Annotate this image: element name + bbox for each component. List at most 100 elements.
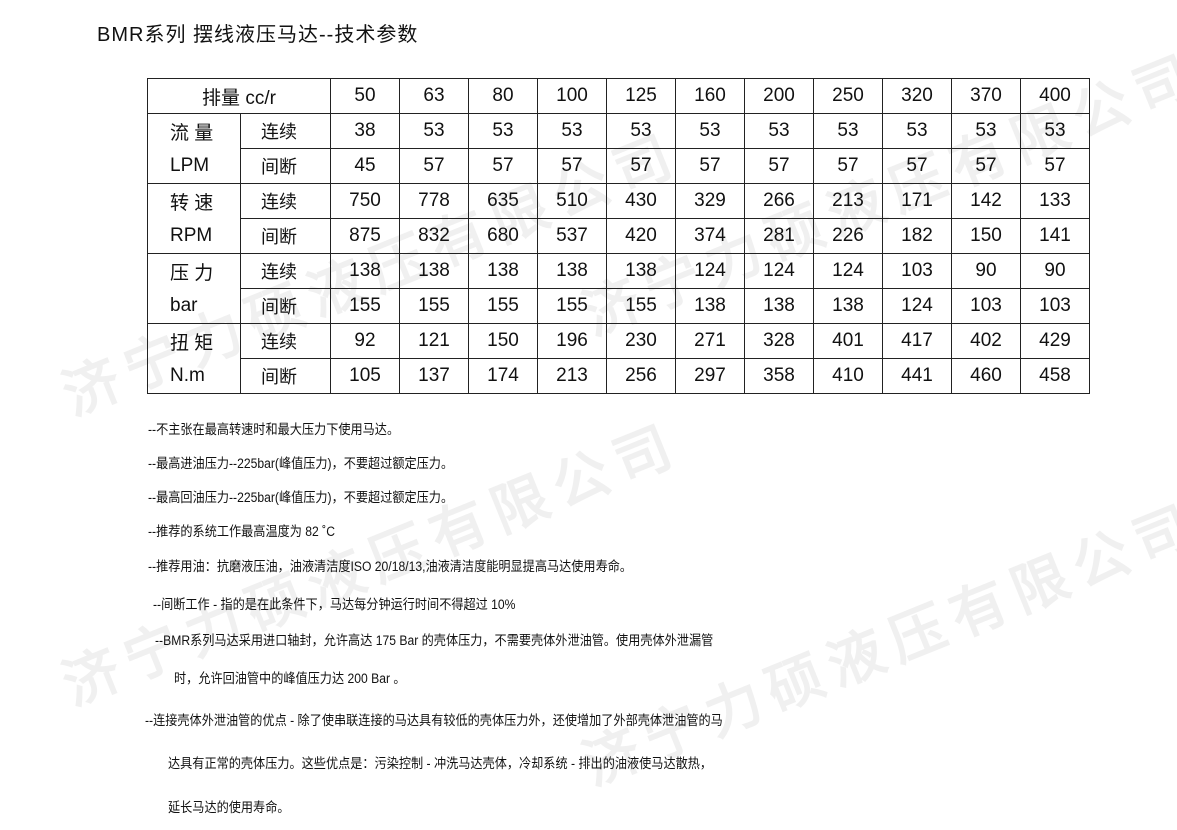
- note-line: --BMR系列马达采用进口轴封，允许高达 175 Bar 的壳体压力，不需要壳体…: [155, 633, 714, 648]
- value-cell: 57: [537, 148, 607, 184]
- group-name: 转 速: [147, 183, 241, 219]
- displacement-cell: 250: [813, 78, 883, 114]
- value-cell: 196: [537, 323, 607, 359]
- value-cell: 155: [468, 288, 538, 324]
- value-cell: 121: [399, 323, 469, 359]
- displacement-cell: 320: [882, 78, 952, 114]
- note-line: 时，允许回油管中的峰值压力达 200 Bar 。: [174, 671, 406, 686]
- value-cell: 53: [1020, 113, 1090, 149]
- value-cell: 53: [675, 113, 745, 149]
- value-cell: 182: [882, 218, 952, 254]
- value-cell: 402: [951, 323, 1021, 359]
- value-cell: 124: [744, 253, 814, 289]
- value-cell: 138: [537, 253, 607, 289]
- value-cell: 53: [744, 113, 814, 149]
- value-cell: 124: [813, 253, 883, 289]
- value-cell: 429: [1020, 323, 1090, 359]
- value-cell: 680: [468, 218, 538, 254]
- value-cell: 142: [951, 183, 1021, 219]
- value-cell: 53: [399, 113, 469, 149]
- value-cell: 417: [882, 323, 952, 359]
- value-cell: 57: [606, 148, 676, 184]
- displacement-cell: 160: [675, 78, 745, 114]
- value-cell: 124: [882, 288, 952, 324]
- value-cell: 297: [675, 358, 745, 394]
- value-cell: 358: [744, 358, 814, 394]
- value-cell: 150: [468, 323, 538, 359]
- note-line: 达具有正常的壳体压力。这些优点是：污染控制 - 冲洗马达壳体，冷却系统 - 排出…: [168, 756, 713, 771]
- value-cell: 53: [951, 113, 1021, 149]
- group-unit: LPM: [147, 148, 241, 184]
- value-cell: 155: [537, 288, 607, 324]
- value-cell: 133: [1020, 183, 1090, 219]
- table-row: RPM 间断 875 832 680 537 420 374 281 226 182 150 141: [147, 218, 1090, 254]
- value-cell: 138: [675, 288, 745, 324]
- mode-label: 间断: [240, 358, 331, 394]
- value-cell: 137: [399, 358, 469, 394]
- value-cell: 271: [675, 323, 745, 359]
- group-name: 压 力: [147, 253, 241, 289]
- value-cell: 57: [1020, 148, 1090, 184]
- value-cell: 430: [606, 183, 676, 219]
- value-cell: 138: [468, 253, 538, 289]
- value-cell: 458: [1020, 358, 1090, 394]
- displacement-cell: 370: [951, 78, 1021, 114]
- group-name: 扭 矩: [147, 323, 241, 359]
- value-cell: 57: [951, 148, 1021, 184]
- value-cell: 138: [744, 288, 814, 324]
- displacement-cell: 200: [744, 78, 814, 114]
- note-line: --不主张在最高转速时和最大压力下使用马达。: [148, 422, 400, 437]
- displacement-cell: 100: [537, 78, 607, 114]
- value-cell: 213: [537, 358, 607, 394]
- value-cell: 256: [606, 358, 676, 394]
- value-cell: 832: [399, 218, 469, 254]
- value-cell: 57: [813, 148, 883, 184]
- note-line: --最高回油压力--225bar(峰值压力)，不要超过额定压力。: [148, 490, 454, 505]
- value-cell: 138: [813, 288, 883, 324]
- value-cell: 53: [813, 113, 883, 149]
- table-row: 扭 矩连续 92 121 150 196 230 271 328 401 417 402 429: [147, 323, 1090, 359]
- displacement-cell: 125: [606, 78, 676, 114]
- page-title: BMR系列 摆线液压马达--技术参数: [97, 24, 419, 46]
- value-cell: 750: [330, 183, 400, 219]
- table-row: 转 速连续 750 778 635 510 430 329 266 213 171 142 133: [147, 183, 1090, 219]
- value-cell: 103: [951, 288, 1021, 324]
- header-row: 排量 cc/r 50 63 80 100 125 160 200 250 320 370 400: [147, 78, 1090, 114]
- value-cell: 150: [951, 218, 1021, 254]
- table-row: LPM 间断 45 57 57 57 57 57 57 57 57 57 57: [147, 148, 1090, 184]
- value-cell: 90: [951, 253, 1021, 289]
- value-cell: 778: [399, 183, 469, 219]
- note-line: --推荐的系统工作最高温度为 82 ˚C: [148, 524, 335, 539]
- value-cell: 57: [744, 148, 814, 184]
- mode-label: 连续: [240, 253, 331, 289]
- value-cell: 281: [744, 218, 814, 254]
- note-line: --连接壳体外泄油管的优点 - 除了使串联连接的马达具有较低的壳体压力外，还使增…: [145, 713, 723, 728]
- value-cell: 510: [537, 183, 607, 219]
- value-cell: 138: [606, 253, 676, 289]
- group-unit: bar: [147, 288, 241, 324]
- value-cell: 213: [813, 183, 883, 219]
- note-line: --推荐用油：抗磨液压油，油液清洁度ISO 20/18/13,油液清洁度能明显提…: [148, 559, 633, 574]
- value-cell: 266: [744, 183, 814, 219]
- table-row: N.m 间断 105 137 174 213 256 297 358 410 441 460 458: [147, 358, 1090, 394]
- value-cell: 57: [675, 148, 745, 184]
- mode-label: 连续: [240, 113, 331, 149]
- table-row: 压 力连续 138 138 138 138 138 124 124 124 103 90 90: [147, 253, 1090, 289]
- spec-table: 排量 cc/r 50 63 80 100 125 160 200 250 320 370 400 流 量…: [147, 78, 1090, 394]
- value-cell: 328: [744, 323, 814, 359]
- value-cell: 171: [882, 183, 952, 219]
- mode-label: 连续: [240, 323, 331, 359]
- value-cell: 141: [1020, 218, 1090, 254]
- value-cell: 155: [399, 288, 469, 324]
- group-unit: N.m: [147, 358, 241, 394]
- displacement-cell: 400: [1020, 78, 1090, 114]
- displacement-label: 排量 cc/r: [147, 78, 331, 114]
- value-cell: 103: [1020, 288, 1090, 324]
- value-cell: 138: [330, 253, 400, 289]
- value-cell: 635: [468, 183, 538, 219]
- mode-label: 间断: [240, 288, 331, 324]
- value-cell: 53: [537, 113, 607, 149]
- group-unit: RPM: [147, 218, 241, 254]
- note-line: --间断工作 - 指的是在此条件下，马达每分钟运行时间不得超过 10%: [153, 597, 516, 612]
- value-cell: 53: [468, 113, 538, 149]
